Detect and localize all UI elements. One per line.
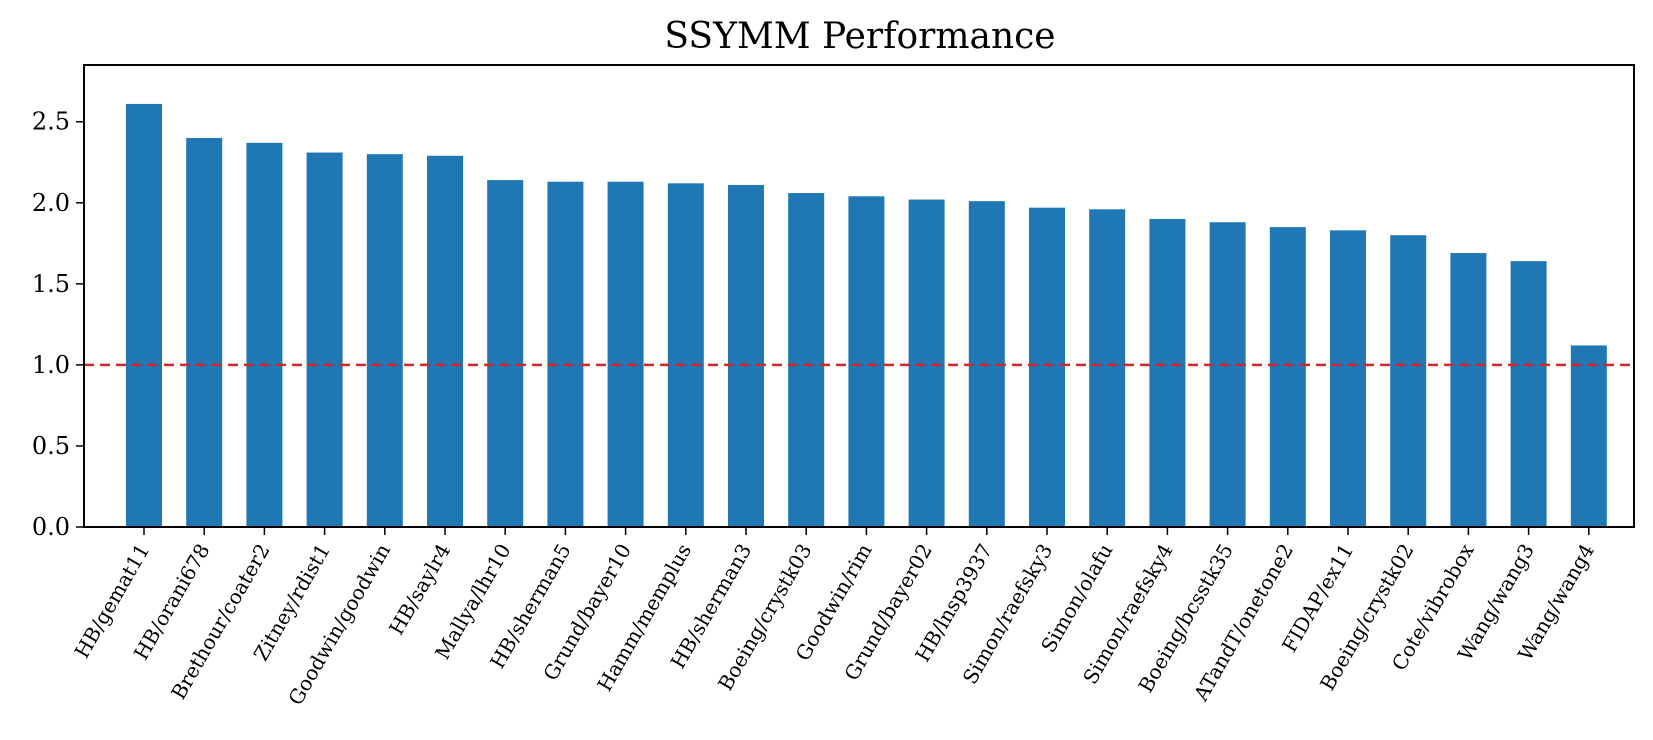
bar-simon-raefsky3 [1029, 207, 1065, 527]
bar-cote-vibrobox [1450, 253, 1487, 527]
x-axis: HB/gemat11HB/orani678Brethour/coater2Zit… [70, 527, 1599, 709]
bar-hb-gemat11 [126, 103, 162, 527]
bar-grund-bayer02 [908, 199, 945, 527]
bar-grund-bayer10 [607, 181, 644, 527]
y-tick-label: 0.0 [32, 513, 70, 541]
bar-zitney-rdist1 [306, 152, 343, 527]
bar-simon-olafu [1089, 209, 1126, 527]
bar-hb-sherman5 [547, 181, 584, 527]
bar-boeing-crystk02 [1390, 235, 1427, 528]
bar-wang-wang4 [1570, 345, 1607, 527]
bar-hb-sherman3 [728, 184, 764, 528]
bar-wang-wang3 [1510, 261, 1547, 527]
bar-simon-raefsky4 [1149, 219, 1186, 527]
bar-mallya-lhr10 [487, 180, 524, 528]
x-tick-label: HB/saylr4 [384, 540, 455, 640]
bar-hamm-memplus [667, 183, 704, 527]
bar-hb-orani678 [186, 137, 223, 527]
y-tick-label: 0.5 [32, 432, 70, 460]
y-tick-label: 2.0 [32, 189, 70, 217]
bar-boeing-crystk03 [788, 193, 825, 527]
y-tick-label: 1.5 [32, 270, 70, 298]
bar-fidap-ex11 [1330, 230, 1366, 528]
plot-frame [83, 64, 1635, 528]
bar-hb-saylr4 [427, 155, 463, 528]
bar-atandt-onetone2 [1269, 227, 1306, 527]
bar-brethour-coater2 [246, 142, 283, 527]
bar-boeing-bcsstk35 [1209, 222, 1246, 527]
y-tick-label: 2.5 [32, 108, 70, 136]
y-tick-label: 1.0 [32, 351, 70, 379]
bars-group [126, 103, 1607, 528]
y-axis: 0.0 0.5 1.0 1.5 2.0 2.5 [32, 108, 84, 541]
bar-goodwin-rim [848, 196, 885, 527]
chart-title: SSYMM Performance [664, 16, 1055, 57]
bar-goodwin-goodwin [366, 154, 403, 527]
